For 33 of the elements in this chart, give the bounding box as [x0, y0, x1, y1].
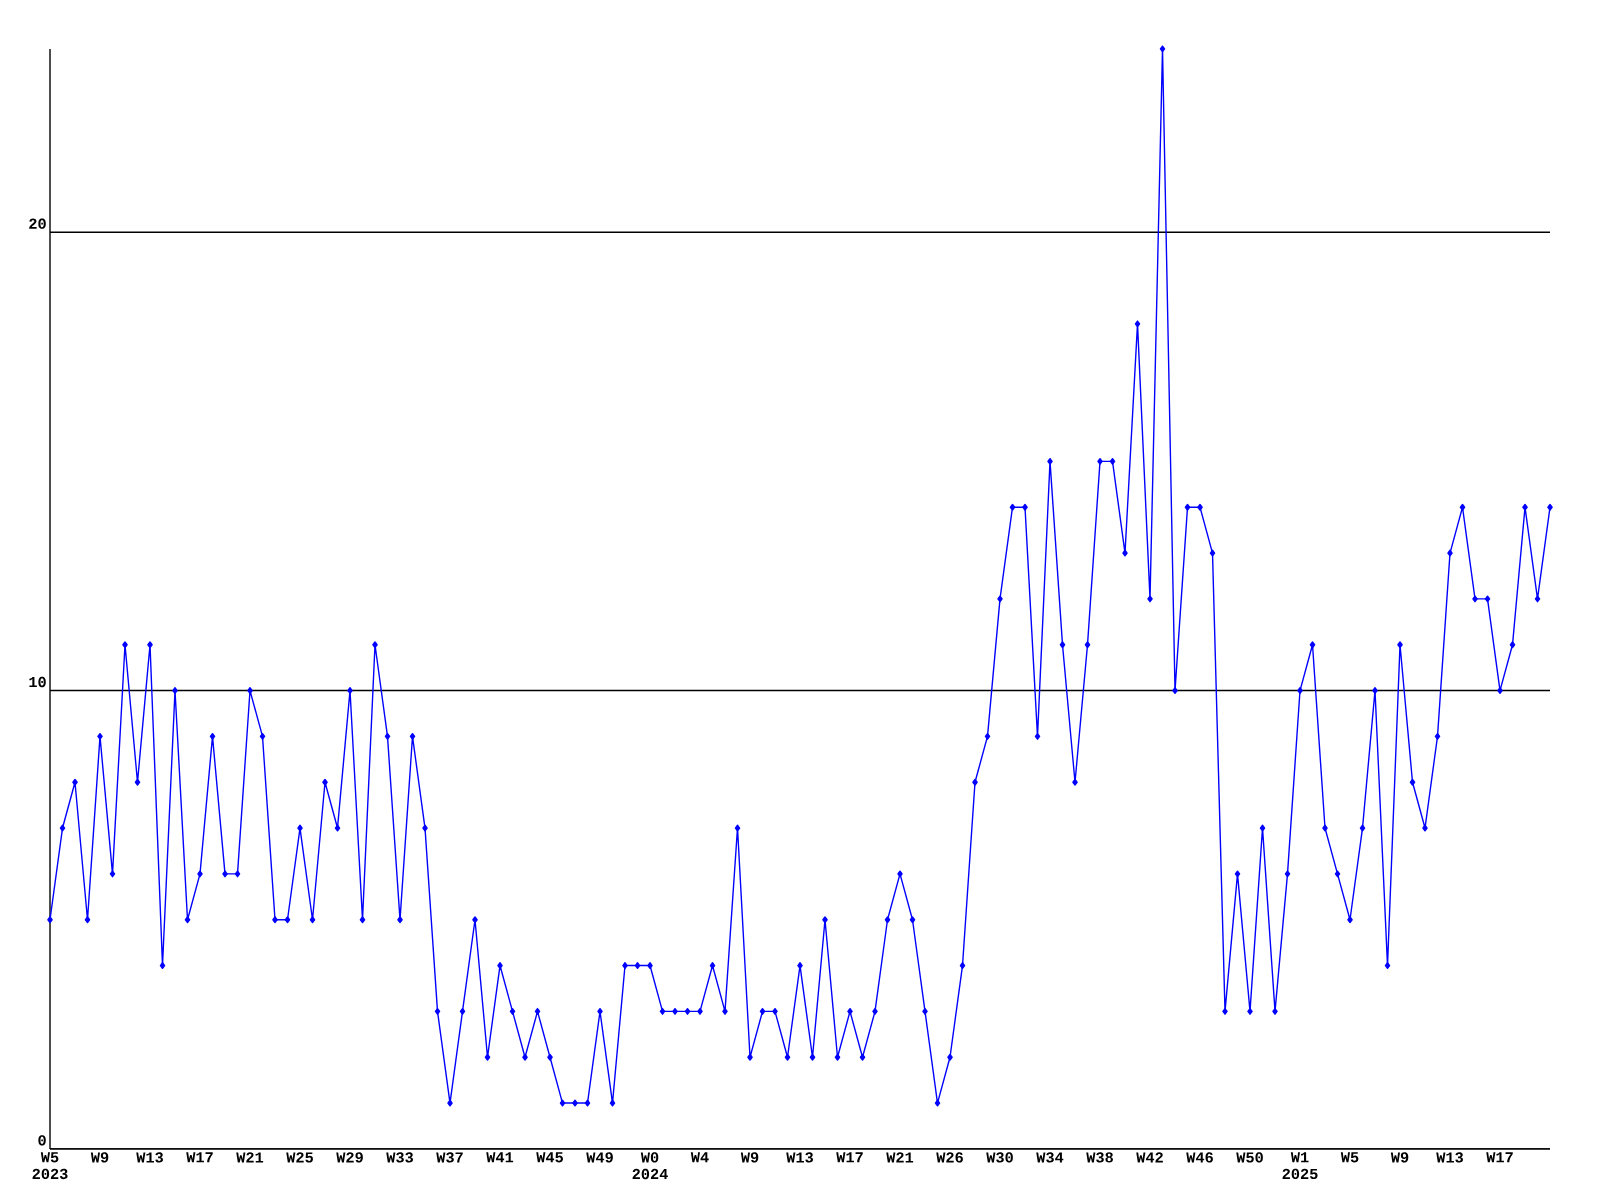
x-tick-label: W50	[1236, 1152, 1263, 1163]
x-tick-label: W17	[186, 1152, 213, 1163]
x-tick-label: W9	[90, 1152, 109, 1163]
x-tick-label: W13	[136, 1152, 163, 1163]
x-tick-label: W25	[286, 1152, 313, 1163]
y-tick-label: 20	[29, 218, 46, 229]
x-tick-label: W30	[986, 1152, 1013, 1163]
x-tick-label: W9	[740, 1152, 759, 1163]
x-tick-label: W1 2025	[1282, 1152, 1318, 1180]
x-tick-label: W9	[1390, 1152, 1409, 1163]
x-tick-label: W38	[1086, 1152, 1113, 1163]
x-tick-label: W5	[1340, 1152, 1359, 1163]
x-tick-label: W4	[690, 1152, 709, 1163]
x-tick-label: W49	[586, 1152, 613, 1163]
x-tick-label: W46	[1186, 1152, 1213, 1163]
x-tick-label: W42	[1136, 1152, 1163, 1163]
x-tick-label: W41	[486, 1152, 514, 1163]
x-tick-label: W29	[336, 1152, 363, 1163]
x-tick-label: W33	[386, 1152, 413, 1163]
y-tick-label: 10	[29, 676, 46, 688]
x-tick-label: W45	[536, 1152, 563, 1163]
x-tick-label: W5 2023	[32, 1152, 68, 1180]
x-tick-label: W21	[236, 1152, 264, 1163]
x-tick-label: W37	[436, 1152, 463, 1163]
x-tick-label: W21	[886, 1152, 914, 1163]
x-tick-label: W34	[1036, 1152, 1064, 1163]
y-tick-label: 0	[38, 1135, 46, 1146]
x-tick-label: W0 2024	[632, 1152, 668, 1180]
x-tick-label: W17	[836, 1152, 863, 1163]
x-tick-label: W26	[936, 1152, 963, 1163]
x-tick-label: W13	[786, 1152, 813, 1163]
x-tick-label: W17	[1486, 1152, 1513, 1163]
x-tick-label: W13	[1436, 1152, 1463, 1163]
